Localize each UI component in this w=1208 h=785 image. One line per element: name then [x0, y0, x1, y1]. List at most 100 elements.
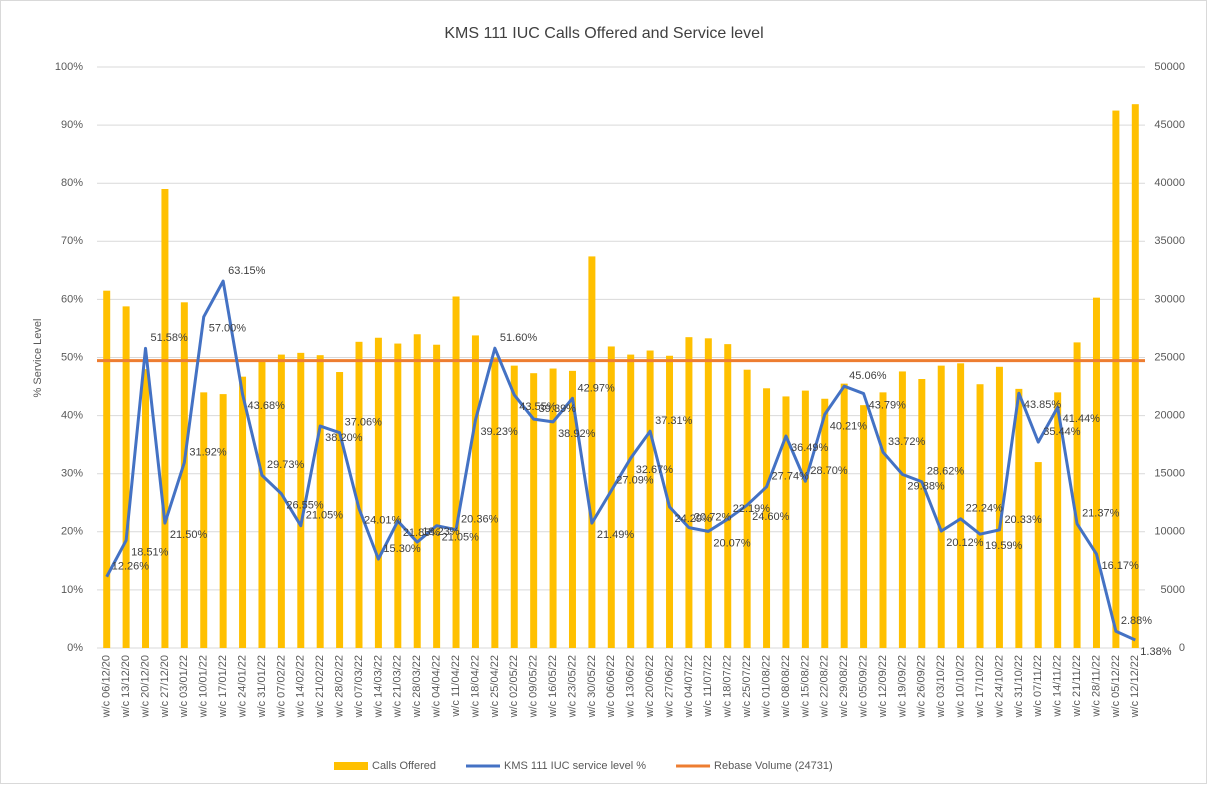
x-tick-label: w/c 07/03/22	[353, 655, 365, 718]
data-label: 27.09%	[616, 475, 654, 487]
x-tick-label: w/c 13/12/20	[120, 655, 132, 718]
bar	[452, 296, 460, 648]
data-label: 1.38%	[1140, 646, 1171, 658]
line	[105, 279, 1136, 642]
x-tick-label: w/c 17/01/22	[217, 655, 229, 718]
y2-tick-label: 40000	[1154, 177, 1185, 189]
x-tick-label: w/c 06/06/22	[605, 655, 617, 718]
bar	[743, 369, 751, 648]
legend-label: KMS 111 IUC service level %	[504, 760, 646, 772]
y2-tick-label: 5000	[1161, 584, 1185, 596]
chart-title: KMS 111 IUC Calls Offered and Service le…	[444, 25, 763, 42]
bar	[297, 352, 305, 648]
x-tick-label: w/c 28/02/22	[333, 655, 345, 718]
bar	[607, 346, 615, 648]
bar	[1073, 342, 1081, 648]
x-tick-label: w/c 21/11/22	[1071, 655, 1083, 718]
data-label: 32.67%	[636, 464, 674, 476]
y-tick-label: 70%	[61, 235, 83, 247]
data-label: 29.73%	[267, 459, 305, 471]
bar	[413, 334, 421, 648]
bar	[103, 290, 111, 648]
y2-tick-label: 50000	[1154, 61, 1185, 73]
data-label: 33.72%	[888, 436, 926, 448]
bar	[976, 384, 984, 648]
bar	[510, 365, 518, 648]
bar	[898, 371, 906, 648]
data-label: 31.92%	[189, 446, 227, 458]
x-tick-label: w/c 27/06/22	[663, 655, 675, 718]
x-tick-label: w/c 24/01/22	[236, 655, 248, 718]
bar	[957, 363, 965, 648]
data-label: 22.24%	[966, 503, 1004, 515]
data-label: 57.00%	[209, 323, 247, 335]
bar	[239, 376, 247, 648]
x-tick-label: w/c 21/03/22	[392, 655, 404, 718]
bar	[646, 350, 654, 648]
y2-tick-label: 20000	[1154, 410, 1185, 422]
bar	[821, 398, 829, 648]
data-label: 24.60%	[752, 511, 790, 523]
x-tick-label: w/c 07/11/22	[1032, 655, 1044, 718]
bar	[394, 343, 402, 648]
data-label: 42.97%	[577, 382, 615, 394]
bar	[995, 366, 1003, 648]
x-tick-label: w/c 03/01/22	[178, 655, 190, 718]
x-tick-label: w/c 15/08/22	[799, 655, 811, 718]
y2-tick-label: 35000	[1154, 235, 1185, 247]
x-tick-label: w/c 22/08/22	[819, 655, 831, 718]
y-tick-label: 50%	[61, 351, 83, 363]
bar	[1112, 110, 1120, 648]
y-tick-label: 40%	[61, 410, 83, 422]
x-tick-label: w/c 20/06/22	[644, 655, 656, 718]
bar	[685, 337, 693, 648]
bar	[724, 344, 732, 648]
x-tick-label: w/c 27/12/20	[159, 655, 171, 718]
x-tick-label: w/c 08/08/22	[780, 655, 792, 718]
bar	[782, 396, 790, 648]
y-axis-label: % Service Level	[32, 319, 44, 398]
legend-swatch	[334, 762, 368, 770]
bar	[937, 365, 945, 648]
x-tick-label: w/c 20/12/20	[139, 655, 151, 718]
x-tick-label: w/c 09/05/22	[528, 655, 540, 718]
data-label: 19.59%	[985, 540, 1023, 552]
bar	[704, 338, 712, 648]
data-label: 28.70%	[810, 465, 848, 477]
data-label: 24.01%	[364, 514, 402, 526]
bar	[200, 392, 208, 648]
data-label: 39.39%	[539, 403, 577, 415]
data-label: 18.23%	[422, 526, 460, 538]
x-tick-label: w/c 05/12/22	[1110, 655, 1122, 718]
bar	[355, 341, 363, 648]
x-tick-label: w/c 28/03/22	[411, 655, 423, 718]
bar	[860, 405, 868, 648]
y-tick-label: 90%	[61, 119, 83, 131]
data-label: 43.79%	[869, 399, 907, 411]
data-label: 41.44%	[1063, 413, 1101, 425]
x-tick-label: w/c 01/08/22	[760, 655, 772, 718]
y-tick-label: 60%	[61, 293, 83, 305]
data-label: 21.37%	[1082, 508, 1120, 520]
data-label: 24.29%	[675, 513, 713, 525]
data-label: 37.31%	[655, 415, 693, 427]
data-label: 38.20%	[325, 432, 363, 444]
data-label: 12.26%	[112, 561, 150, 573]
data-label: 40.21%	[830, 420, 868, 432]
x-tick-label: w/c 25/07/22	[741, 655, 753, 718]
x-tick-label: w/c 05/09/22	[857, 655, 869, 718]
legend-label: Rebase Volume (24731)	[714, 760, 833, 772]
x-tick-label: w/c 28/11/22	[1090, 655, 1102, 718]
data-label: 43.68%	[248, 400, 286, 412]
y-tick-label: 0%	[67, 642, 83, 654]
data-label: 21.49%	[597, 529, 635, 541]
x-tick-label: w/c 23/05/22	[566, 655, 578, 718]
bar	[568, 370, 576, 648]
data-label: 39.23%	[480, 426, 518, 438]
x-tick-label: w/c 18/04/22	[469, 655, 481, 718]
data-label: 51.58%	[151, 332, 189, 344]
x-tick-label: w/c 14/11/22	[1052, 655, 1064, 718]
data-label: 26.55%	[286, 500, 324, 512]
bar	[840, 383, 848, 648]
